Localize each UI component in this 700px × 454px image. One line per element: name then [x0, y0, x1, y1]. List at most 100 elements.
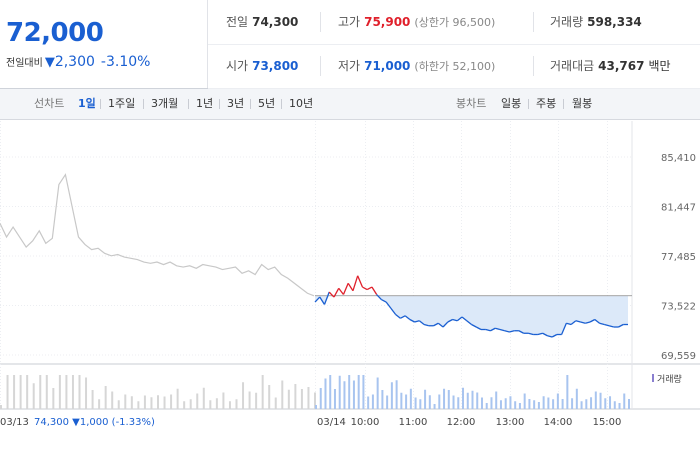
volume-bar — [58, 375, 61, 409]
tab-10y[interactable]: 10년 — [289, 97, 314, 110]
stats-row-1: 전일 74,300 고가 75,900 (상한가 96,500) 거래량 598,334 — [208, 0, 700, 45]
series-03-14-segment — [395, 314, 401, 319]
open-value: 73,800 — [252, 59, 299, 73]
series-03-14-segment — [342, 283, 349, 295]
price-change: 전일대비 ▼2,300 -3.10% — [6, 54, 150, 70]
series-03-14-segment — [499, 328, 505, 332]
x-tick-label: 10:00 — [351, 417, 380, 428]
series-03-14-segment — [618, 323, 624, 328]
tab-3m[interactable]: 3개월 — [151, 97, 179, 110]
candle-chart-label: 봉차트 — [456, 97, 487, 110]
series-03-14-segment — [400, 315, 406, 319]
volume-bar — [261, 375, 264, 409]
volume-bar — [45, 375, 48, 409]
volume-bar — [376, 377, 379, 409]
volume-bar — [333, 389, 336, 409]
volume-bar — [287, 389, 290, 409]
tab-monthly[interactable]: 월봉 — [572, 97, 593, 110]
volume-bar — [281, 380, 284, 409]
volume-bar — [143, 395, 146, 409]
volume-bar — [528, 399, 531, 409]
volume-bar — [561, 399, 564, 409]
volume-bar — [571, 398, 574, 409]
y-tick-label: 73,522 — [661, 301, 696, 312]
series-03-14-segment — [490, 327, 496, 332]
series-03-14-segment — [333, 287, 340, 298]
x-tick-label: 14:00 — [544, 417, 573, 428]
tab-5y[interactable]: 5년 — [258, 97, 276, 110]
down-triangle-icon: ▼ — [44, 55, 55, 70]
series-03-14-segment — [452, 318, 458, 322]
prev-day-caption: 74,300 ▼1,000 (-1.33%) — [34, 417, 155, 428]
volume-bar — [52, 388, 55, 409]
series-03-14-segment — [381, 298, 387, 303]
volume-bar — [183, 401, 186, 409]
series-03-14-segment — [570, 320, 577, 326]
series-03-14-segment — [352, 275, 359, 291]
y-tick-label: 85,410 — [661, 153, 696, 164]
series-03-14-segment — [518, 330, 524, 334]
volume-bar — [485, 403, 488, 409]
volume-bar — [78, 375, 81, 409]
volume-bar — [552, 399, 555, 409]
volume-bar — [462, 387, 465, 409]
volume-bar — [324, 378, 327, 409]
volume-bar — [547, 397, 550, 409]
volume-bar — [294, 384, 297, 409]
volume-bar — [457, 397, 460, 409]
volume-bar — [13, 375, 16, 409]
volume-bar — [400, 392, 403, 409]
y-tick-label: 77,485 — [661, 252, 696, 263]
amount-cell: 거래대금 43,767 백만 — [550, 44, 671, 88]
series-03-14-segment — [495, 327, 501, 331]
series-03-14-segment — [409, 318, 415, 323]
low-value: 71,000 — [364, 59, 411, 73]
volume-bar — [495, 391, 498, 409]
volume-bar — [419, 399, 422, 409]
volume-bar — [566, 375, 569, 409]
volume-bar — [443, 388, 446, 409]
volume-bar — [39, 375, 42, 409]
upper-limit: (상한가 96,500) — [414, 16, 496, 29]
volume-bar — [452, 395, 455, 409]
series-03-14-segment — [604, 323, 610, 327]
series-03-14-segment — [390, 307, 397, 315]
volume-bar — [556, 393, 559, 409]
volume-bar — [537, 402, 540, 409]
open-label: 시가 — [226, 59, 249, 73]
tab-daily[interactable]: 일봉 — [501, 97, 522, 110]
series-03-14-segment — [608, 325, 614, 328]
volume-bar — [222, 392, 225, 409]
series-03-14-segment — [509, 330, 515, 333]
volume-bar — [476, 392, 479, 409]
tab-1d[interactable]: 1일 — [78, 97, 96, 110]
change-percent: -3.10% — [100, 54, 151, 70]
tab-weekly[interactable]: 주봉 — [536, 97, 557, 110]
y-tick-label: 69,559 — [661, 351, 696, 362]
volume-bar — [157, 395, 159, 409]
volume-bar — [315, 405, 317, 409]
volume-bar — [362, 375, 365, 409]
volume-bar — [523, 393, 526, 409]
tab-3y[interactable]: 3년 — [227, 97, 245, 110]
volume-bar — [594, 391, 597, 409]
series-03-14-segment — [547, 335, 553, 338]
volume-bar — [242, 382, 245, 409]
volume-bar — [471, 390, 474, 409]
amount-label: 거래대금 — [550, 59, 595, 73]
volume-bar — [19, 375, 22, 409]
volume-bar — [395, 380, 398, 409]
volume-bar — [163, 396, 166, 409]
volume-bar — [424, 389, 427, 409]
series-03-14-segment — [404, 315, 411, 321]
volume-bar — [235, 399, 238, 409]
volume-bar — [438, 394, 441, 409]
series-03-14-segment — [475, 326, 482, 331]
series-03-14-segment — [319, 296, 326, 305]
price-chart: 85,410 81,447 77,485 73,522 69,559 03/13 03/14… — [0, 120, 700, 450]
volume-bar — [268, 385, 271, 409]
series-03-14-segment — [323, 291, 330, 305]
tab-1w[interactable]: 1주일 — [108, 97, 136, 110]
series-03-14-segment — [347, 282, 354, 292]
tab-1y[interactable]: 1년 — [196, 97, 214, 110]
